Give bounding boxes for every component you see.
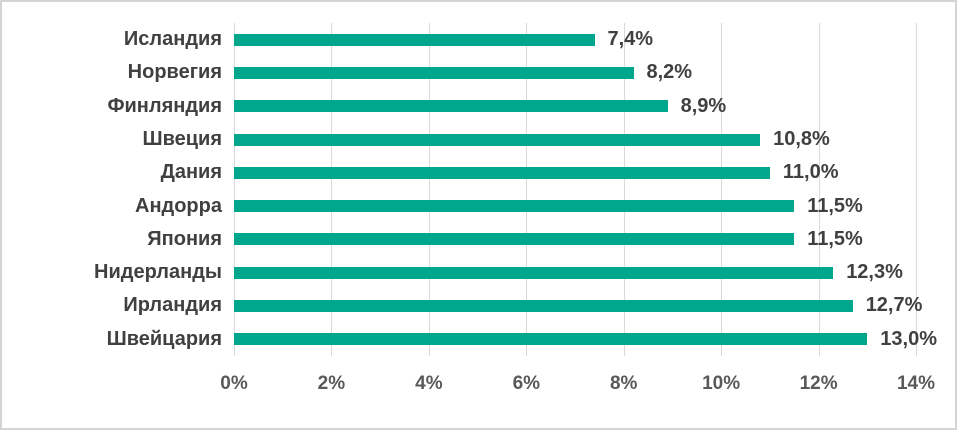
value-label: 13,0% — [880, 327, 938, 350]
x-tick-label: 10% — [702, 373, 741, 394]
category-label: Япония — [147, 227, 222, 250]
gridline — [234, 23, 235, 356]
value-label: 11,5% — [807, 194, 863, 217]
bar — [234, 100, 668, 113]
x-tick-label: 12% — [799, 373, 838, 394]
bar — [234, 266, 834, 279]
category-label: Андорра — [135, 194, 222, 217]
x-tick-label: 2% — [317, 373, 346, 394]
bar — [234, 33, 595, 46]
bar — [234, 200, 795, 213]
category-label: Нидерланды — [94, 261, 222, 284]
gridline — [331, 23, 333, 356]
gridline — [916, 23, 917, 356]
value-label: 11,0% — [782, 161, 839, 184]
category-label: Финляндия — [107, 94, 222, 117]
bar — [234, 66, 634, 79]
gridline — [526, 23, 528, 356]
gridline — [818, 23, 820, 356]
bar — [234, 233, 795, 246]
x-tick-label: 6% — [512, 373, 541, 394]
x-tick-label: 4% — [415, 373, 443, 394]
category-label: Норвегия — [127, 61, 222, 84]
x-tick-label: 0% — [220, 373, 248, 394]
category-label: Дания — [160, 161, 222, 184]
value-label: 7,4% — [607, 28, 654, 50]
bar — [234, 166, 770, 179]
value-label: 8,2% — [646, 61, 693, 84]
category-label: Ирландия — [123, 294, 222, 317]
value-label: 11,5% — [807, 227, 863, 250]
category-label: Швейцария — [106, 327, 222, 350]
category-label: Швеция — [142, 127, 222, 150]
category-label: Исландия — [123, 28, 222, 50]
x-tick-label: 8% — [609, 373, 638, 394]
gridline — [428, 23, 430, 356]
bar — [234, 133, 761, 146]
value-label: 12,3% — [846, 261, 903, 284]
bar — [234, 300, 853, 312]
gridline — [721, 23, 723, 356]
value-label: 10,8% — [773, 127, 830, 150]
value-label: 8,9% — [680, 94, 727, 117]
value-label: 12,7% — [865, 294, 923, 317]
bar — [234, 333, 868, 346]
gridline — [623, 23, 625, 356]
x-tick-label: 14% — [896, 373, 936, 394]
